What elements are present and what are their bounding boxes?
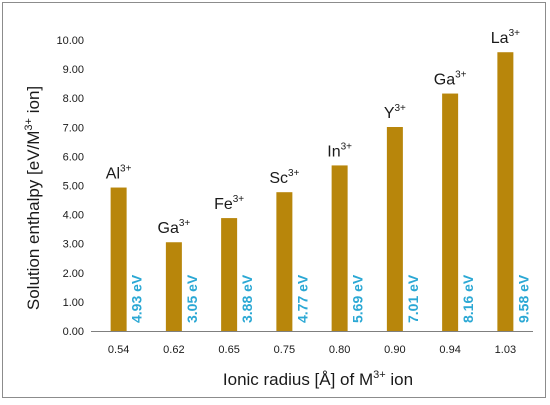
y-axis-label-main: Solution enthalpy [eV/M (24, 131, 43, 311)
bar (331, 165, 348, 331)
data-label: 9.58 eV (515, 274, 531, 323)
y-tick-label: 2.00 (63, 268, 84, 280)
svg-text:Solution enthalpy [eV/M3+ ion]: Solution enthalpy [eV/M3+ ion] (23, 86, 43, 310)
ion-label: Fe3+ (214, 194, 244, 213)
ion-label: Ga3+ (158, 218, 191, 237)
bar (221, 218, 238, 331)
x-tick-label: 1.03 (495, 344, 516, 356)
x-axis-label-main: Ionic radius [Å] of M (223, 370, 373, 389)
ion-label: Y3+ (384, 103, 406, 122)
x-tick-label: 0.94 (439, 344, 460, 356)
y-tick-label: 6.00 (63, 151, 84, 163)
bar (165, 242, 182, 331)
ion-label: Ga3+ (434, 70, 467, 89)
x-tick-label: 0.62 (163, 344, 184, 356)
data-labels: 4.93 eV 3.05 eV 3.88 eV 4.77 eV 5.69 eV 7.01 … (129, 274, 532, 323)
ion-label: La3+ (491, 28, 520, 47)
x-tick-label: 0.65 (218, 344, 239, 356)
x-tick-label: 0.80 (329, 344, 350, 356)
chart-frame: Solution enthalpy [eV/M3+ ion] Ionic rad… (2, 2, 546, 398)
y-tick-label: 5.00 (63, 181, 84, 193)
y-axis-label: Solution enthalpy [eV/M3+ ion] (23, 86, 43, 310)
bar (276, 192, 293, 331)
bar-chart: Solution enthalpy [eV/M3+ ion] Ionic rad… (23, 28, 533, 389)
data-label: 8.16 eV (460, 274, 476, 323)
ion-labels: Al3+ Ga3+ Fe3+ Sc3+ In3+ Y3+ Ga3+ La3+ (106, 28, 520, 237)
data-label: 7.01 eV (405, 274, 421, 323)
bars (110, 52, 514, 332)
x-axis-label-tail: ion (386, 370, 413, 389)
y-tick-label: 4.00 (63, 210, 84, 222)
data-label: 5.69 eV (350, 274, 366, 323)
bar (110, 187, 127, 331)
data-label: 3.88 eV (239, 274, 255, 323)
bar (497, 52, 514, 332)
data-label: 4.93 eV (129, 274, 145, 323)
x-tick-label: 0.75 (274, 344, 295, 356)
y-tick-label: 8.00 (63, 93, 84, 105)
y-tick-label: 1.00 (63, 297, 84, 309)
y-tick-labels: 0.00 1.00 2.00 3.00 4.00 5.00 6.00 7.00 8.00 9.00… (56, 35, 84, 338)
data-label: 4.77 eV (294, 274, 310, 323)
x-tick-label: 0.90 (384, 344, 405, 356)
bar (442, 93, 459, 331)
y-tick-label: 10.00 (56, 35, 84, 47)
ion-label: Sc3+ (269, 168, 299, 187)
y-tick-label: 7.00 (63, 122, 84, 134)
y-axis-label-tail: ion] (24, 86, 43, 118)
x-tick-labels: 0.54 0.62 0.65 0.75 0.80 0.90 0.94 1.03 (108, 344, 516, 356)
y-tick-label: 9.00 (63, 64, 84, 76)
y-tick-label: 3.00 (63, 239, 84, 251)
x-axis-label-sup: 3+ (373, 369, 386, 381)
y-axis-label-sup: 3+ (23, 118, 35, 131)
x-axis-label: Ionic radius [Å] of M3+ ion (223, 369, 413, 389)
ion-label: Al3+ (106, 164, 132, 183)
ion-label: In3+ (327, 141, 352, 160)
y-tick-label: 0.00 (63, 326, 84, 338)
x-tick-label: 0.54 (108, 344, 129, 356)
data-label: 3.05 eV (184, 274, 200, 323)
bar (386, 127, 403, 331)
